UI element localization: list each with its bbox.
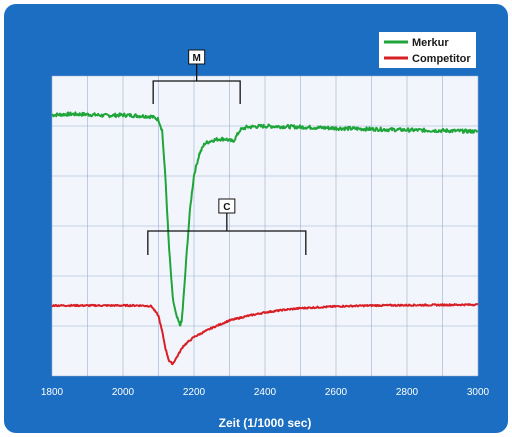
bracket-c (147, 213, 307, 255)
legend-label-merkur: Merkur (412, 37, 449, 49)
series-line-merkur (51, 111, 479, 327)
x-tick-labels: 1800 2000 2200 2400 2600 2800 3000 (41, 387, 490, 398)
grid (51, 75, 479, 377)
x-axis-title: Zeit (1/1000 sec) (219, 416, 312, 430)
bracket-m (152, 64, 241, 104)
legend: Merkur Competitor (379, 32, 476, 68)
legend-label-competitor: Competitor (412, 53, 471, 65)
bracket-label-c: C (223, 202, 230, 213)
series-layer (51, 111, 479, 366)
x-tick-label: 2000 (112, 387, 135, 398)
x-tick-label: 1800 (41, 387, 64, 398)
bracket-label-box-c (218, 198, 236, 214)
bracket-label-box-m (188, 49, 206, 65)
series-line-competitor (51, 303, 479, 366)
legend-box (379, 32, 476, 68)
x-tick-label: 2200 (183, 387, 206, 398)
annotation-layer: MC (147, 49, 307, 255)
bracket-label-m: M (192, 53, 200, 64)
x-tick-label: 2600 (325, 387, 348, 398)
x-tick-label: 2800 (396, 387, 419, 398)
x-tick-label: 2400 (254, 387, 277, 398)
x-tick-label: 3000 (467, 387, 490, 398)
